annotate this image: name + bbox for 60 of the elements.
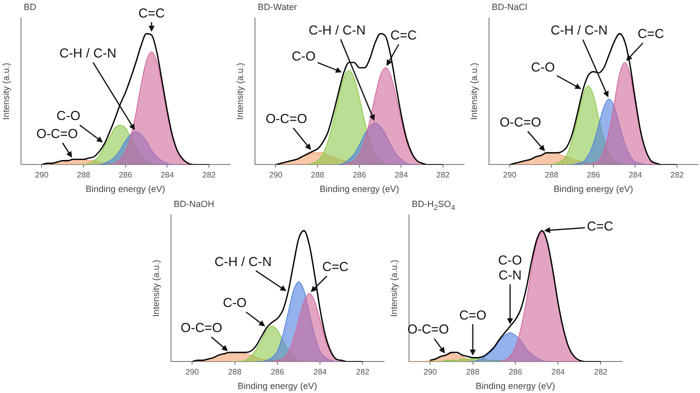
x-tick-label: 290	[503, 170, 517, 180]
x-tick-label: 286	[270, 368, 285, 377]
y-axis-title: Intensity (a.u.)	[388, 260, 399, 317]
x-tick-label: 284	[160, 170, 174, 180]
annotation: C=C	[138, 5, 165, 20]
annotation: C-O C-N	[498, 252, 522, 282]
x-tick-label: 282	[436, 170, 450, 180]
x-tick-label: 282	[202, 170, 216, 180]
x-tick-label: 286	[508, 368, 523, 377]
y-axis-title: Intensity (a.u.)	[234, 62, 245, 120]
chart-title: BD-NaCl	[492, 2, 528, 12]
annotation: C=C	[322, 259, 349, 274]
chart-title: BD-H$_{2}$SO$_{4}$	[412, 199, 456, 212]
x-tick-label: 290	[185, 368, 200, 377]
x-tick-label: 290	[269, 170, 283, 180]
annotation: C-O	[292, 48, 316, 64]
x-axis-title: Binding energy (eV)	[554, 184, 634, 194]
x-tick-label: 288	[466, 368, 480, 377]
x-tick-label: 290	[423, 368, 438, 377]
annotation: C-H / C-N	[308, 22, 366, 38]
annotation: C-H / C-N	[59, 45, 116, 60]
chart-title: BD-Water	[258, 2, 297, 12]
x-axis-title: Binding energy (eV)	[476, 381, 556, 392]
annotation: O-C=O	[266, 111, 308, 126]
x-tick-label: 286	[118, 170, 133, 180]
chart-title: BD-NaOH	[174, 199, 214, 209]
x-tick-label: 288	[228, 368, 242, 377]
x-axis-title: Binding energy (eV)	[320, 184, 400, 194]
x-tick-label: 286	[352, 170, 367, 180]
annotation: C=C	[390, 27, 417, 42]
x-tick-label: 282	[356, 368, 370, 377]
x-tick-label: 288	[76, 170, 91, 180]
annotation: C-O	[222, 295, 247, 310]
x-tick-label: 286	[586, 170, 601, 180]
y-axis-title: Intensity (a.u.)	[150, 260, 161, 317]
x-axis-title: Binding energy (eV)	[238, 381, 318, 392]
x-tick-label: 284	[313, 368, 328, 377]
x-tick-label: 282	[670, 170, 684, 180]
x-tick-label: 284	[394, 170, 408, 180]
x-tick-label: 284	[628, 170, 642, 180]
y-axis-title: Intensity (a.u.)	[0, 62, 11, 120]
annotation: C-H / C-N	[214, 254, 272, 269]
annotation: O-C=O	[36, 126, 78, 141]
x-tick-label: 290	[35, 170, 49, 180]
annotation: C-O	[531, 60, 555, 75]
annotation: O-C=O	[180, 320, 222, 336]
annotation: O-C=O	[407, 322, 449, 337]
x-tick-label: 284	[551, 368, 566, 377]
annotation: C=C	[586, 218, 614, 234]
annotation: C=C	[638, 26, 664, 42]
annotation: O-C=O	[500, 114, 542, 130]
x-tick-label: 288	[544, 170, 559, 180]
chart-title: BD	[24, 2, 36, 12]
x-tick-label: 282	[594, 368, 608, 377]
annotation: C-H / C-N	[550, 22, 608, 38]
y-axis-title: Intensity (a.u.)	[468, 62, 479, 120]
x-axis-title: Binding energy (eV)	[86, 184, 166, 194]
annotation: C=O	[459, 307, 486, 322]
x-tick-label: 288	[310, 170, 325, 180]
annotation: C-O	[56, 108, 80, 124]
